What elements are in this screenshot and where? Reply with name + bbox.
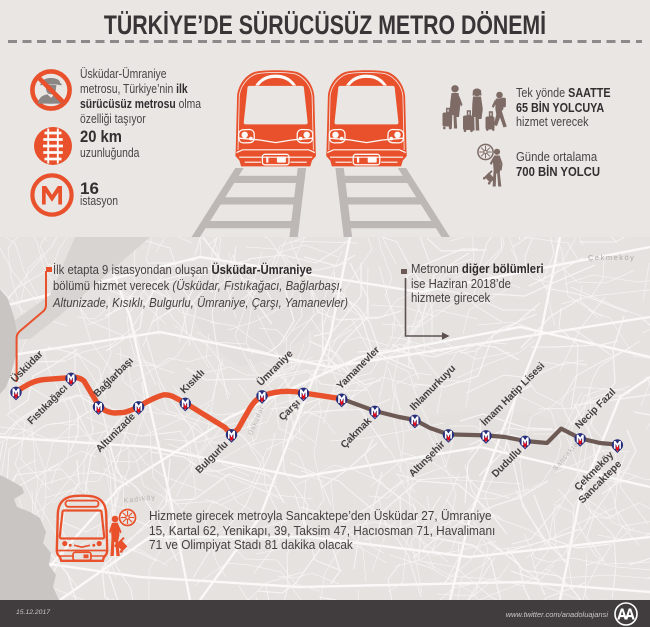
svg-text:Kadıköy: Kadıköy [123,494,156,505]
svg-text:Çekmeköy: Çekmeköy [588,253,635,262]
